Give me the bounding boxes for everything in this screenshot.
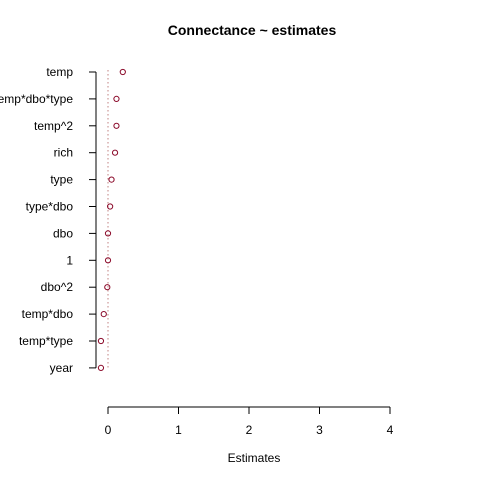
point-1: [113, 95, 120, 103]
y-tick-label-11: year: [50, 361, 73, 375]
point-10: [97, 337, 105, 345]
y-tick-label-4: type: [50, 173, 73, 187]
x-tick-label-4: 4: [387, 423, 394, 437]
x-axis-label: Estimates: [228, 451, 281, 465]
y-tick-label-5: type*dbo: [26, 200, 74, 214]
point-7: [104, 257, 112, 264]
point-4: [108, 176, 115, 183]
points-layer: [97, 68, 126, 371]
x-tick-label-1: 1: [175, 423, 182, 437]
x-tick-label-0: 0: [105, 423, 112, 437]
y-tick-label-1: temp*dbo*type: [0, 92, 73, 106]
point-9: [100, 311, 107, 318]
point-11: [97, 364, 105, 371]
x-axis: 0 1 2 3 4: [105, 406, 394, 437]
point-6: [104, 230, 112, 237]
y-tick-label-10: temp*type: [19, 334, 73, 348]
y-tick-label-9: temp*dbo: [22, 307, 74, 321]
point-8: [104, 284, 111, 291]
x-tick-label-3: 3: [316, 423, 323, 437]
point-5: [107, 203, 114, 210]
point-2: [113, 122, 120, 129]
chart-title: Connectance ~ estimates: [168, 22, 337, 38]
y-tick-label-3: rich: [54, 146, 73, 160]
y-tick-label-2: temp^2: [34, 119, 73, 133]
y-tick-label-8: dbo^2: [41, 280, 74, 294]
y-tick-label-6: dbo: [53, 226, 73, 240]
y-tick-label-0: temp: [46, 65, 73, 79]
y-axis: temp temp*dbo*type temp^2 rich type type*dbo d…: [0, 65, 97, 375]
point-3: [111, 149, 119, 156]
y-tick-label-7: 1: [66, 253, 73, 267]
point-0: [119, 68, 126, 76]
x-tick-label-2: 2: [246, 423, 253, 437]
